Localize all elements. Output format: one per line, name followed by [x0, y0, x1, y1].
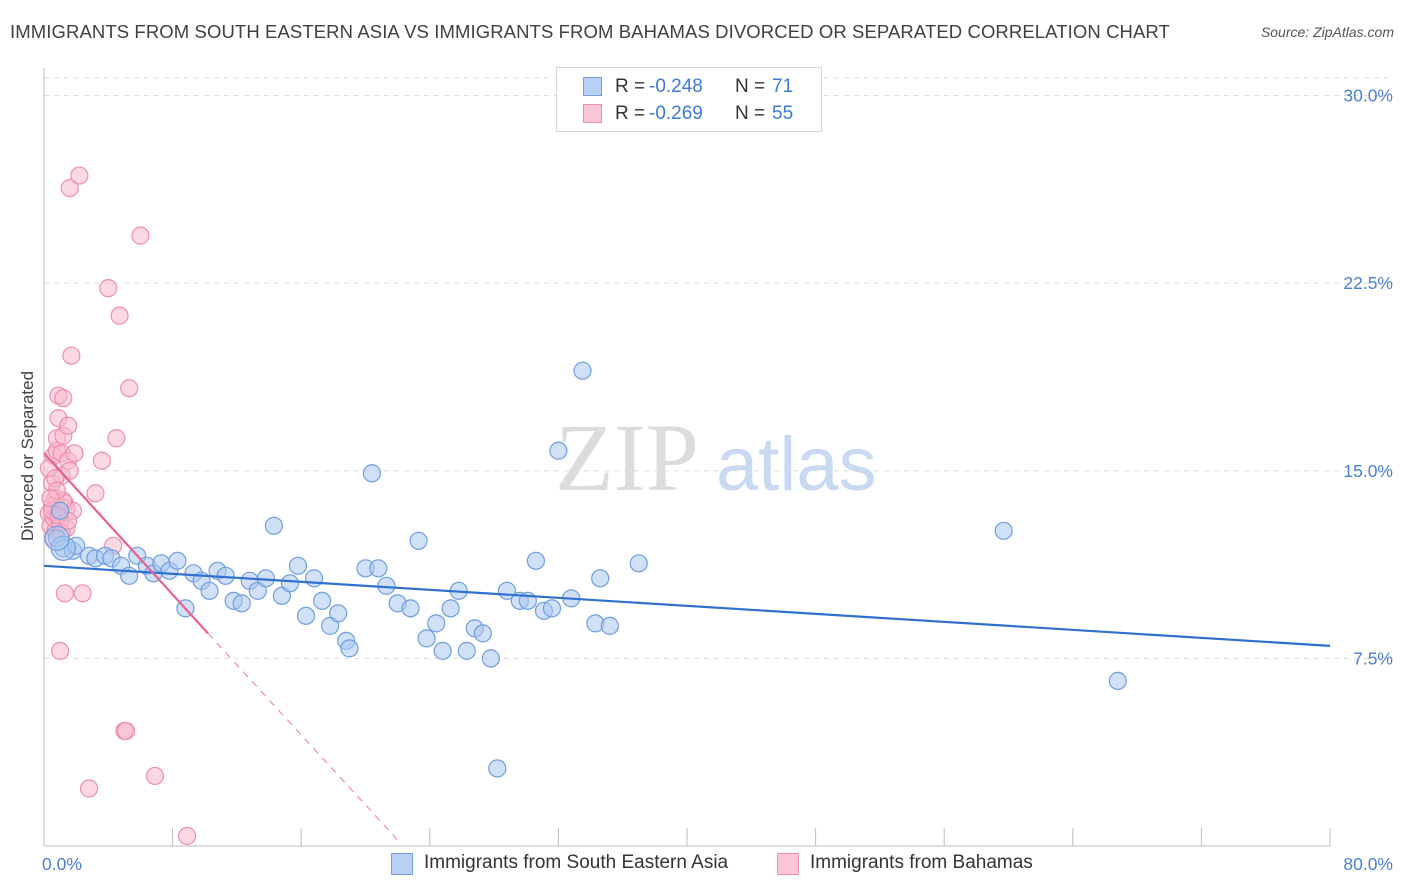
- legend-r-value: -0.269: [649, 103, 703, 124]
- bahamas-trend-extension: [207, 632, 402, 844]
- legend-swatch-blue: [583, 77, 602, 96]
- legend-n-value: 55: [772, 103, 794, 124]
- bahamas-point: [50, 641, 70, 660]
- bahamas-point: [70, 166, 89, 185]
- south-eastern-asia-point: [473, 624, 492, 643]
- legend-n-label: N =: [735, 103, 766, 124]
- x-tick-label-max: 80.0%: [1343, 854, 1393, 874]
- bahamas-point: [65, 444, 84, 463]
- south-eastern-asia-point: [488, 759, 507, 778]
- bahamas-point: [62, 346, 81, 365]
- south-eastern-asia-point: [264, 516, 283, 535]
- south-eastern-asia-point: [994, 521, 1013, 540]
- south-eastern-asia-point: [417, 629, 436, 648]
- trend-lines: [43, 452, 1331, 844]
- bahamas-point: [116, 721, 136, 741]
- south-eastern-asia-point: [573, 361, 592, 380]
- south-eastern-asia-point: [168, 551, 187, 570]
- bahamas-point: [120, 379, 139, 398]
- y-tick-label: 15.0%: [1343, 461, 1393, 481]
- bahamas-point: [131, 226, 150, 245]
- watermark: ZIP atlas: [555, 404, 877, 511]
- bahamas-point: [145, 766, 165, 786]
- tick-labels: 7.5% 15.0% 22.5% 30.0% 0.0% 80.0%: [42, 86, 1393, 874]
- south-eastern-asia-point: [433, 641, 452, 660]
- grid-layer: [44, 77, 1392, 659]
- x-tick-label-min: 0.0%: [42, 854, 82, 874]
- south-eastern-asia-point: [481, 649, 500, 668]
- south-eastern-asia-point: [441, 599, 460, 618]
- south-eastern-asia-point: [369, 559, 388, 578]
- legend-swatch-pink: [583, 104, 602, 123]
- y-tick-label: 7.5%: [1353, 648, 1393, 668]
- axis-layer: [43, 68, 1331, 847]
- bottom-legend-swatch-blue: [391, 853, 413, 875]
- south-eastern-asia-point: [542, 599, 562, 618]
- bahamas-point: [73, 584, 92, 603]
- south-eastern-asia-point-large: [44, 525, 70, 551]
- south-eastern-asia-point: [600, 616, 619, 635]
- bahamas-point: [110, 306, 129, 325]
- south-eastern-asia-point: [362, 464, 382, 483]
- stats-legend: R = -0.248 N = 71 R = -0.269 N = 55: [556, 67, 822, 132]
- south-eastern-asia-point: [280, 574, 300, 593]
- legend-n-value: 71: [772, 76, 794, 97]
- south-eastern-asia-point: [288, 556, 308, 575]
- south-eastern-asia-point: [549, 441, 568, 460]
- bahamas-point: [92, 451, 111, 470]
- bahamas-point: [86, 484, 105, 503]
- south-eastern-asia-point: [50, 501, 70, 520]
- bahamas-point: [177, 826, 197, 846]
- south-eastern-asia-point: [1108, 671, 1127, 690]
- bahamas-point: [79, 779, 99, 798]
- south-eastern-asia-point: [296, 606, 316, 625]
- legend-r-value: -0.248: [649, 76, 703, 97]
- bahamas-point: [55, 584, 74, 603]
- south-eastern-asia-point: [591, 569, 610, 588]
- south-eastern-asia-point: [312, 591, 332, 610]
- watermark-atlas: atlas: [716, 422, 877, 507]
- south-eastern-asia-point: [401, 599, 420, 618]
- south-eastern-asia-point: [409, 531, 428, 550]
- south-eastern-asia-point: [304, 569, 324, 588]
- y-tick-label: 22.5%: [1343, 273, 1393, 293]
- bottom-legend-label: Immigrants from South Eastern Asia: [424, 852, 729, 873]
- bahamas-point: [60, 178, 79, 198]
- south-eastern-asia-point: [340, 639, 359, 658]
- bahamas-point: [107, 429, 126, 448]
- y-tick-label: 30.0%: [1343, 86, 1393, 106]
- bahamas-trend-line: [43, 452, 209, 635]
- south-eastern-asia-point: [329, 604, 348, 623]
- legend-n-label: N =: [735, 76, 766, 97]
- south-eastern-asia-point: [200, 581, 219, 600]
- watermark-zip: ZIP: [555, 404, 699, 511]
- south-eastern-asia-point: [526, 551, 545, 570]
- bottom-legend-label: Immigrants from Bahamas: [810, 852, 1033, 873]
- source-credit: Source: ZipAtlas.com: [1260, 24, 1394, 40]
- south-eastern-asia-point: [629, 554, 648, 573]
- south-eastern-asia-point: [457, 641, 476, 660]
- bahamas-point: [41, 489, 60, 508]
- south-eastern-asia-trend-line: [43, 564, 1331, 647]
- legend-r-label: R =: [615, 76, 646, 97]
- bahamas-point: [59, 416, 78, 435]
- bottom-legend-swatch-pink: [777, 853, 799, 875]
- chart-title: IMMIGRANTS FROM SOUTH EASTERN ASIA VS IM…: [10, 21, 1170, 42]
- bahamas-point: [99, 279, 118, 298]
- bahamas-point: [54, 389, 73, 408]
- south-eastern-asia-point: [232, 594, 251, 613]
- south-eastern-asia-point: [427, 614, 446, 633]
- legend-r-label: R =: [615, 103, 646, 124]
